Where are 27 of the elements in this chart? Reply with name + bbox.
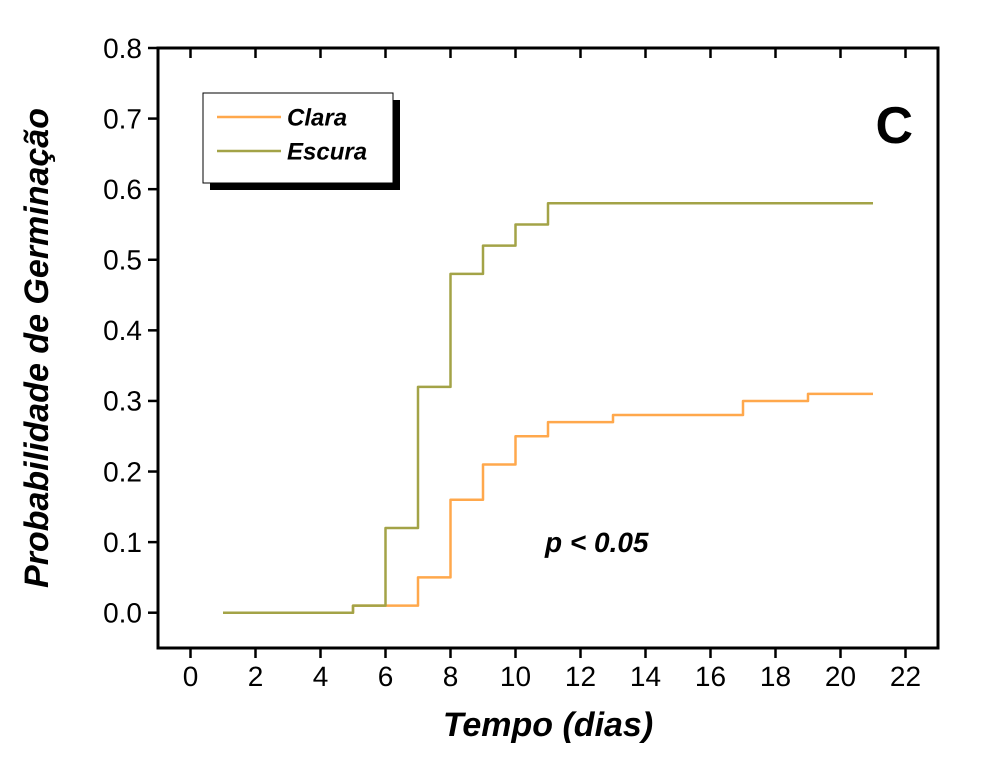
x-axis-title: Tempo (dias) [442, 706, 654, 744]
y-tick-label: 0.1 [103, 526, 142, 558]
y-tick-label: 0.8 [103, 32, 142, 64]
legend-label: Clara [287, 104, 348, 132]
annotation: p < 0.05 [544, 526, 649, 558]
legend-label: Escura [287, 138, 368, 166]
x-tick-label: 4 [312, 661, 328, 692]
x-tick-label: 2 [248, 661, 264, 692]
x-tick-label: 22 [890, 661, 922, 692]
y-tick-label: 0.3 [103, 386, 142, 417]
y-tick-label: 0.6 [103, 174, 142, 205]
y-tick-label: 0.5 [103, 244, 142, 276]
y-axis-title: Probabilidade de Germinação [18, 108, 56, 588]
x-tick-label: 0 [182, 661, 198, 692]
x-tick-label: 14 [630, 661, 662, 692]
y-tick-label: 0.4 [103, 315, 142, 346]
y-tick-label: 0.2 [103, 456, 142, 488]
x-tick-label: 8 [442, 661, 458, 692]
y-tick-label: 0.0 [103, 598, 142, 629]
x-tick-label: 20 [824, 661, 856, 692]
x-tick-label: 10 [500, 661, 532, 692]
y-tick-label: 0.7 [103, 103, 142, 134]
x-tick-label: 6 [378, 661, 394, 692]
annotation: C [875, 97, 913, 155]
x-tick-label: 18 [760, 661, 792, 692]
x-tick-label: 16 [694, 661, 726, 692]
x-tick-label: 12 [564, 661, 596, 692]
